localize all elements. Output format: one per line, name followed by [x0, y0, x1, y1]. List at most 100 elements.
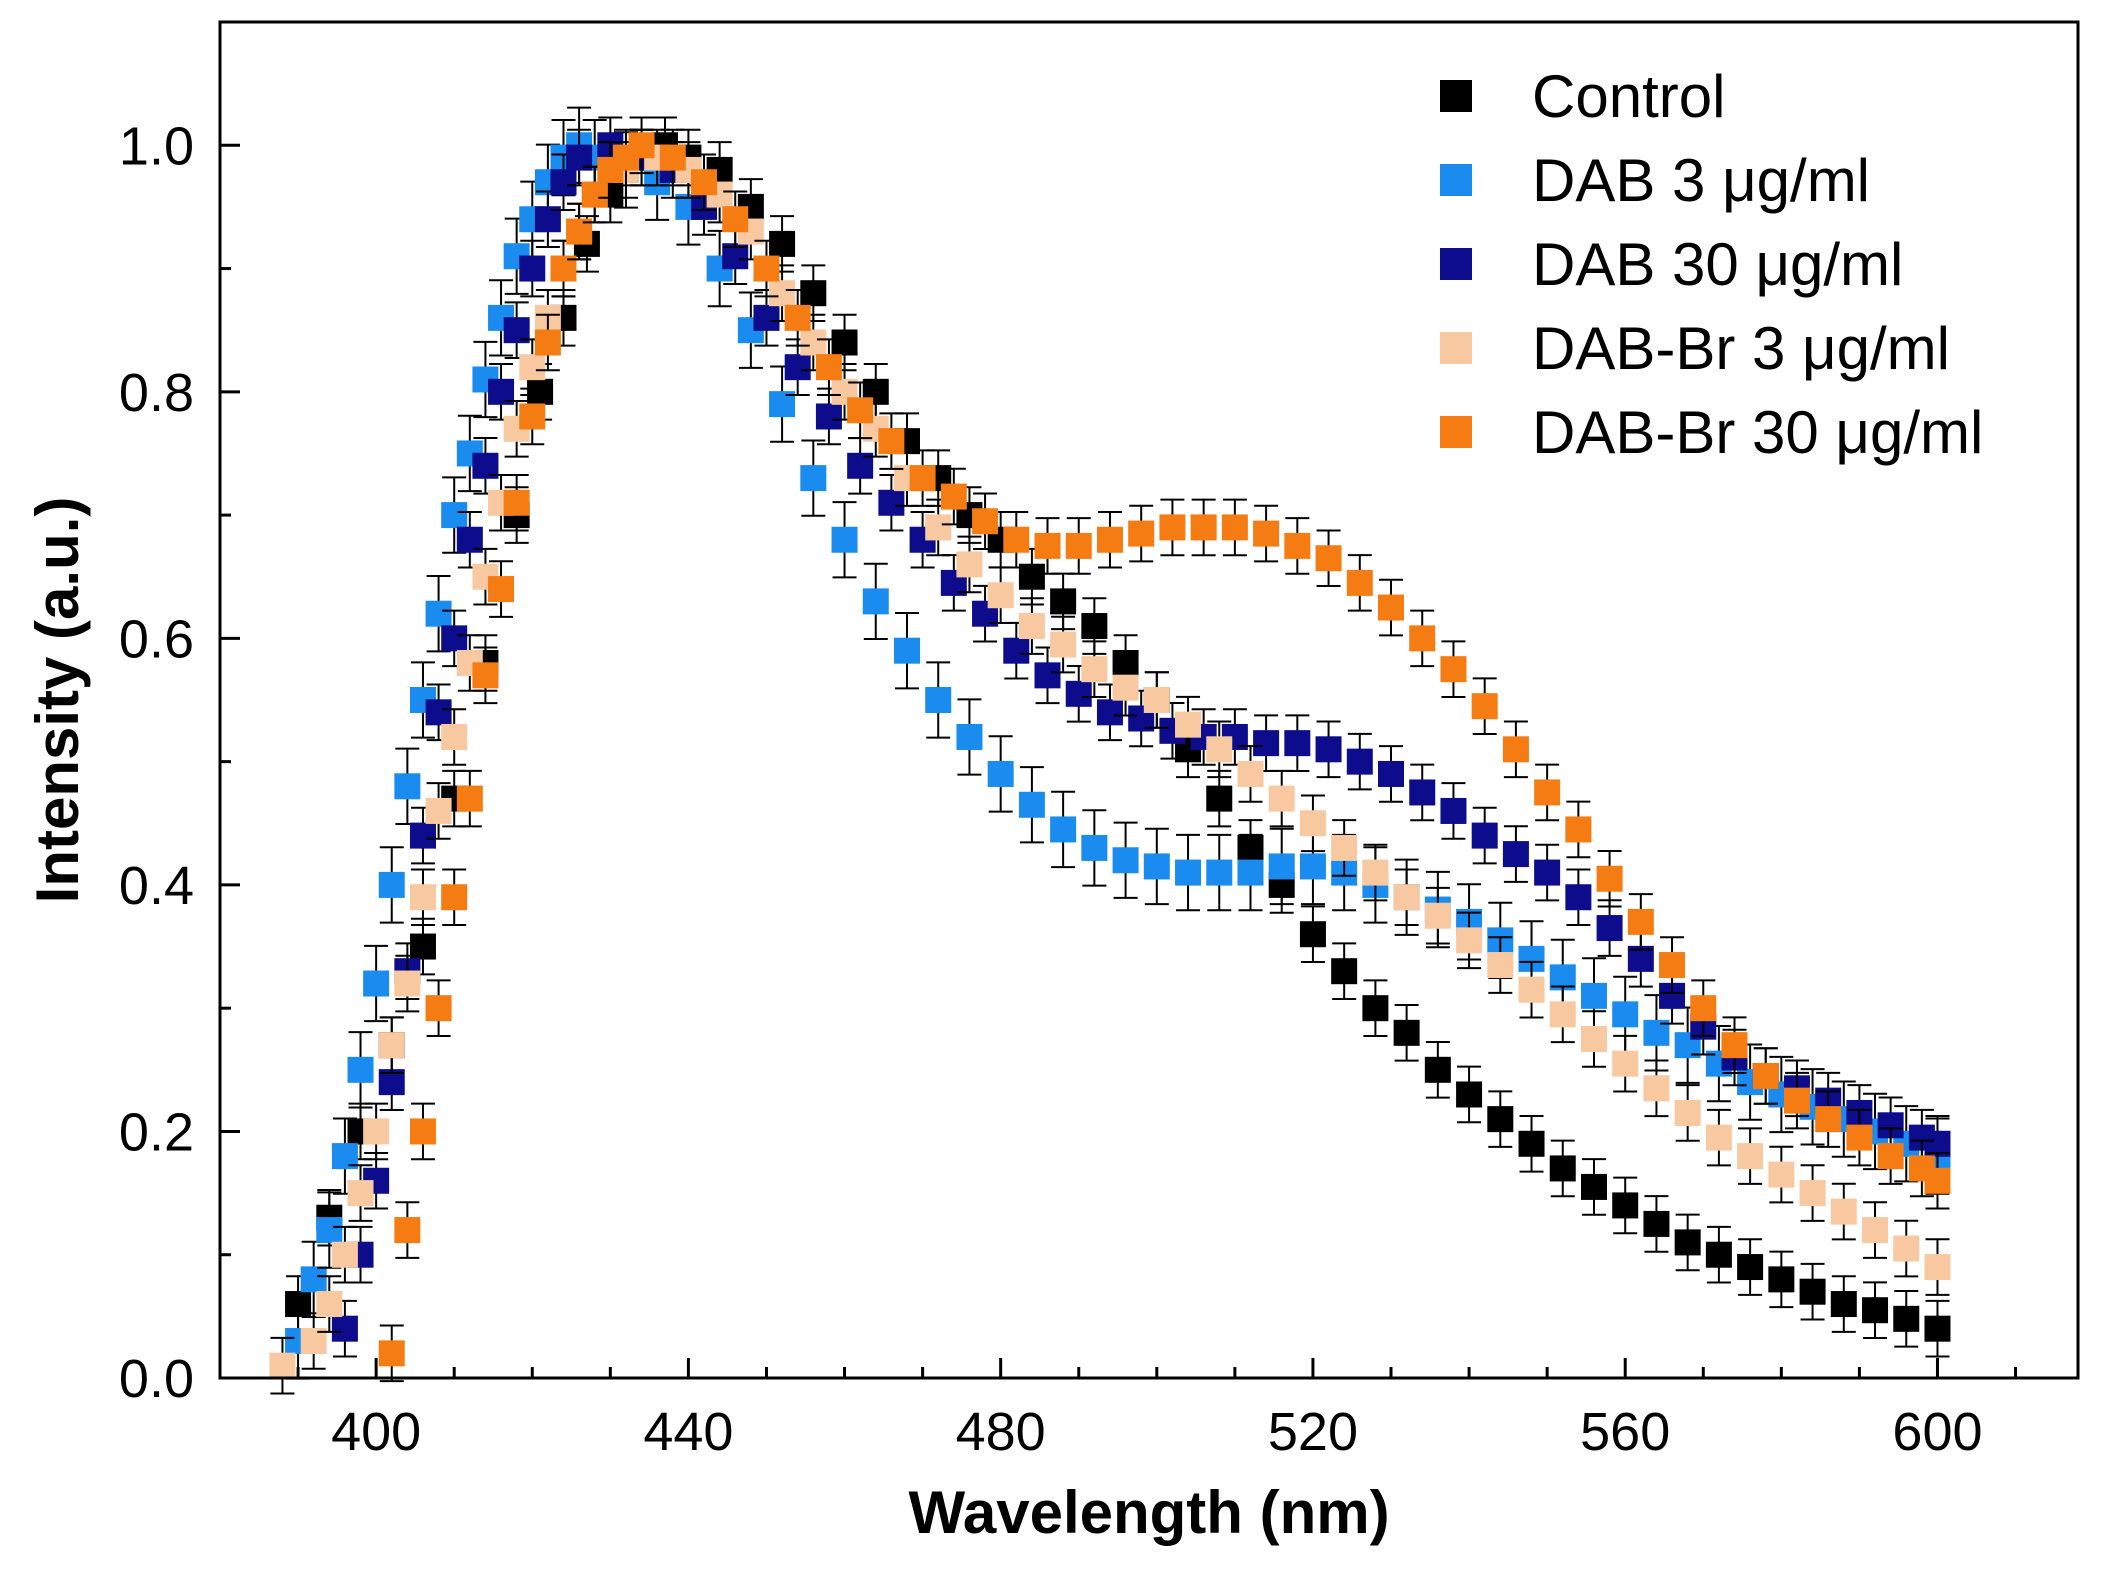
data-point: [1050, 631, 1077, 658]
data-point: [1862, 1297, 1889, 1324]
y-tick-label: 0.8: [119, 363, 194, 423]
data-point: [1534, 859, 1561, 886]
data-point: [987, 582, 1014, 609]
data-point: [831, 526, 858, 553]
data-point: [503, 489, 530, 516]
y-tick-label: 0.2: [119, 1102, 194, 1162]
data-point: [940, 483, 967, 510]
data-point: [316, 1291, 343, 1318]
data-point: [378, 1032, 405, 1059]
data-point: [1721, 1032, 1748, 1059]
data-point: [1580, 1173, 1607, 1200]
data-point: [1299, 853, 1326, 880]
data-point: [1830, 1198, 1857, 1225]
data-point: [862, 588, 889, 615]
data-point: [519, 354, 546, 381]
data-point: [394, 1217, 421, 1244]
data-point: [987, 760, 1014, 787]
data-point: [347, 1056, 374, 1083]
data-point: [1331, 834, 1358, 861]
data-point: [378, 871, 405, 898]
data-point: [1378, 760, 1405, 787]
legend-label: Control: [1532, 63, 1725, 130]
data-point: [800, 280, 827, 307]
data-point: [800, 329, 827, 356]
legend-marker: [1440, 332, 1472, 364]
data-point: [1659, 952, 1686, 979]
data-point: [1362, 859, 1389, 886]
legend-marker: [1440, 248, 1472, 280]
data-point: [316, 1217, 343, 1244]
data-point: [769, 230, 796, 257]
data-point: [1112, 847, 1139, 874]
legend-label: DAB 3 μg/ml: [1532, 147, 1870, 214]
data-point: [1268, 785, 1295, 812]
data-point: [488, 576, 515, 603]
data-point: [1081, 834, 1108, 861]
data-point: [722, 206, 749, 233]
plot-frame: [218, 20, 2080, 1380]
data-point: [1159, 514, 1186, 541]
legend: Control DAB 3 μg/ml DAB 30 μg/ml DAB-Br 3 μ…: [1440, 63, 1983, 466]
data-point: [1924, 1254, 1951, 1281]
data-point: [956, 551, 983, 578]
x-tick-label: 600: [1892, 1402, 1982, 1462]
data-point: [909, 465, 936, 492]
data-point: [1003, 637, 1030, 664]
data-point: [1253, 520, 1280, 547]
data-point: [1346, 748, 1373, 775]
data-point: [1409, 625, 1436, 652]
data-point: [1253, 730, 1280, 757]
y-tick-label: 1.0: [119, 116, 194, 176]
data-point: [331, 1315, 358, 1342]
x-tick-label: 480: [956, 1402, 1046, 1462]
series-5: [378, 116, 1951, 1383]
data-point: [581, 181, 608, 208]
data-point: [925, 687, 952, 713]
data-point: [1612, 1001, 1639, 1028]
data-point: [441, 723, 468, 750]
data-point: [1003, 526, 1030, 553]
data-point: [1034, 662, 1061, 689]
data-point: [972, 508, 999, 535]
data-point: [1565, 884, 1592, 911]
data-point: [878, 489, 905, 516]
data-point: [1534, 779, 1561, 806]
data-point: [1768, 1266, 1795, 1293]
data-point: [1206, 859, 1233, 886]
data-point: [527, 378, 554, 405]
data-point: [628, 132, 655, 159]
data-point: [1237, 760, 1264, 787]
data-point: [1299, 810, 1326, 837]
x-tick-label: 520: [1268, 1402, 1358, 1462]
data-point: [1018, 791, 1045, 818]
y-tick-label: 0.0: [119, 1349, 194, 1409]
data-point: [409, 822, 436, 849]
data-point: [1284, 532, 1311, 559]
data-point: [1050, 816, 1077, 843]
data-point: [425, 699, 452, 726]
data-point: [519, 403, 546, 430]
data-point: [1752, 1062, 1779, 1089]
data-point: [472, 662, 499, 689]
data-point: [378, 1340, 405, 1367]
data-point: [1518, 976, 1545, 1003]
data-point: [1393, 1019, 1420, 1046]
data-point: [1846, 1124, 1873, 1151]
data-point: [1362, 995, 1389, 1022]
data-point: [1612, 1192, 1639, 1219]
data-point: [1096, 699, 1123, 726]
data-point: [1393, 884, 1420, 911]
data-point: [363, 1118, 390, 1145]
data-point: [925, 514, 952, 541]
data-point: [1596, 915, 1623, 942]
data-point: [1096, 526, 1123, 553]
data-point: [1175, 859, 1202, 886]
data-point: [1268, 853, 1295, 880]
data-point: [1627, 908, 1654, 935]
series-2: [285, 106, 1951, 1380]
data-point: [441, 502, 468, 529]
ticks-layer: 400 440 480 520 560 600 0.0 0.2 0.4 0.6 0.8 1.0: [119, 20, 2018, 1462]
